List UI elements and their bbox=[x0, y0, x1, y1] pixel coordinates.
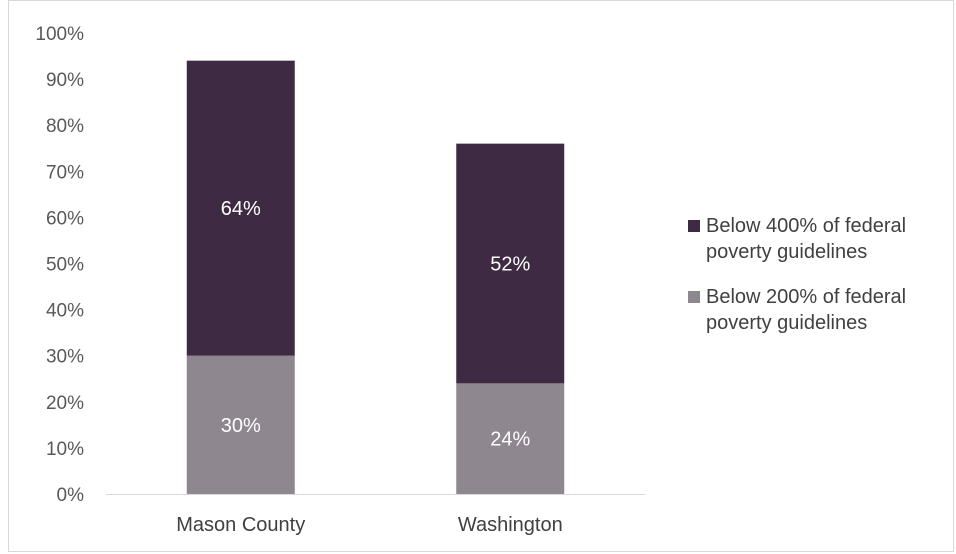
y-tick-label: 80% bbox=[46, 116, 84, 137]
data-label: 24% bbox=[490, 429, 530, 451]
y-tick-label: 50% bbox=[46, 255, 84, 276]
y-tick-label: 40% bbox=[46, 301, 84, 322]
legend: Below 400% of federal poverty guidelines B… bbox=[688, 215, 906, 334]
legend-label: Below 400% of federal bbox=[706, 215, 906, 237]
y-tick-label: 20% bbox=[46, 393, 84, 414]
bar-segment bbox=[456, 143, 565, 384]
legend-swatch bbox=[688, 291, 700, 303]
y-tick-label: 100% bbox=[35, 24, 84, 45]
y-axis: 0% 10% 20% 30% 40% 50% 60% 70% 80% 90% 100% bbox=[35, 24, 84, 506]
bar-segment bbox=[186, 355, 295, 494]
x-axis: Mason County Washington bbox=[106, 494, 645, 536]
legend-label: poverty guidelines bbox=[706, 312, 867, 334]
data-label: 30% bbox=[221, 415, 261, 437]
data-label: 52% bbox=[490, 254, 530, 276]
y-tick-label: 60% bbox=[46, 208, 84, 229]
legend-label: poverty guidelines bbox=[706, 241, 867, 263]
y-tick-label: 10% bbox=[46, 439, 84, 460]
y-tick-label: 0% bbox=[57, 485, 85, 506]
category-label: Mason County bbox=[176, 514, 305, 536]
y-tick-label: 70% bbox=[46, 162, 84, 183]
y-tick-label: 90% bbox=[46, 70, 84, 91]
bar-segment bbox=[456, 383, 565, 494]
y-tick-label: 30% bbox=[46, 347, 84, 368]
legend-swatch bbox=[688, 220, 700, 232]
bars: 30% 64% 24% 52% bbox=[186, 60, 565, 494]
category-label: Washington bbox=[458, 514, 563, 536]
legend-label: Below 200% of federal bbox=[706, 286, 906, 308]
bar-segment bbox=[186, 60, 295, 356]
data-label: 64% bbox=[221, 198, 261, 220]
